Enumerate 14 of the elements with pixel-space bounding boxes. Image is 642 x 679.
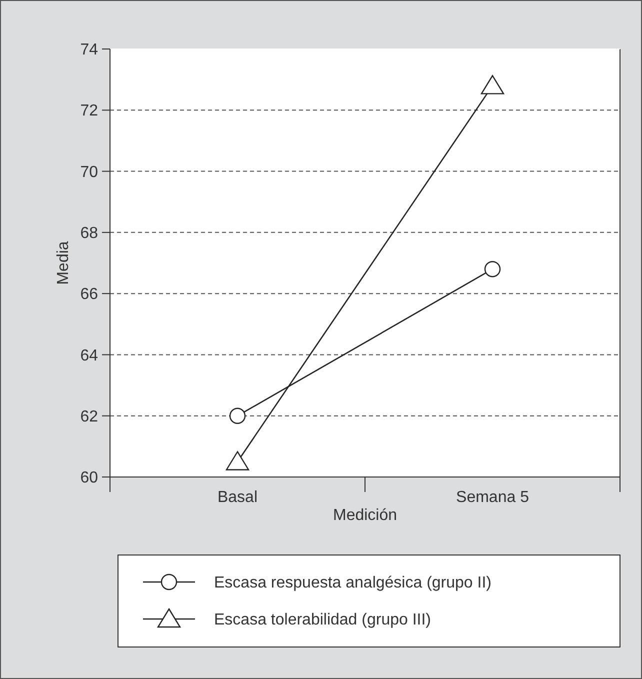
- x-tick-label: Semana 5: [456, 489, 530, 506]
- y-tick-label: 60: [80, 470, 98, 487]
- y-tick-label: 74: [80, 42, 98, 59]
- y-axis-title: Media: [55, 241, 72, 285]
- x-tick-label: Basal: [217, 489, 258, 506]
- y-tick-label: 68: [80, 225, 98, 242]
- y-tick-label: 66: [80, 286, 98, 304]
- y-tick-label: 70: [80, 164, 98, 181]
- legend-label: Escasa tolerabilidad (grupo III): [214, 612, 431, 629]
- legend-label: Escasa respuesta analgésica (grupo II): [214, 574, 492, 592]
- y-tick-label: 62: [80, 408, 98, 426]
- x-axis-title: Medición: [332, 507, 398, 524]
- y-tick-label: 72: [80, 102, 98, 120]
- y-tick-label: 64: [80, 347, 98, 364]
